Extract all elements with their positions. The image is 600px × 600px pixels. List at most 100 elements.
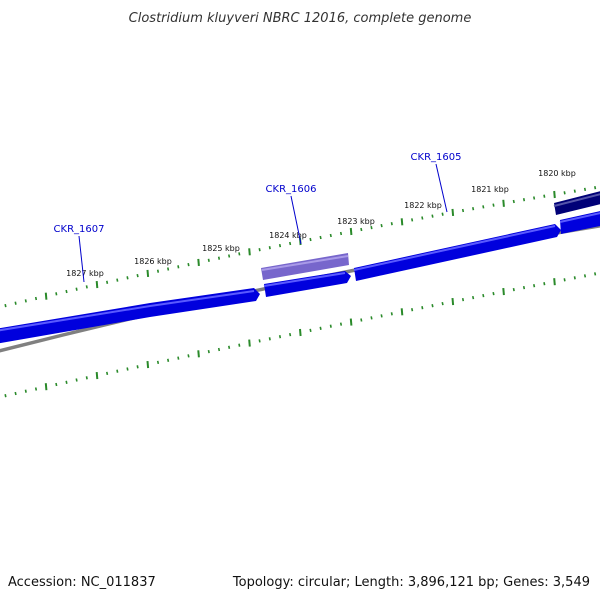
outer-tick: [563, 191, 566, 195]
outer-tick: [583, 187, 587, 192]
outer-tick: [65, 289, 68, 294]
inner-tick: [441, 301, 444, 306]
inner-tick: [299, 328, 302, 337]
tick-label-1822: 1822 kbp: [404, 201, 442, 210]
outer-tick: [85, 285, 88, 289]
inner-tick: [319, 326, 322, 330]
gene-forward-ckr1606-strand[interactable]: [264, 271, 351, 297]
outer-tick: [349, 227, 353, 236]
outer-tick: [126, 276, 129, 280]
outer-tick: [238, 252, 241, 256]
inner-tick: [329, 324, 332, 328]
inner-tick: [512, 287, 515, 292]
inner-tick: [85, 376, 88, 380]
outer-tick: [258, 248, 261, 252]
outer-tick: [543, 194, 546, 198]
gene-forward-right[interactable]: [560, 210, 600, 234]
inner-tick: [136, 365, 139, 369]
tick-label-1827: 1827 kbp: [66, 269, 104, 278]
outer-tick: [34, 296, 38, 301]
outer-tick: [24, 299, 27, 303]
outer-tick: [44, 292, 48, 300]
genome-summary-text: Topology: circular; Length: 3,896,121 bp…: [232, 575, 590, 590]
inner-tick: [167, 358, 170, 362]
inner-tick: [583, 274, 587, 278]
outer-tick: [228, 254, 231, 258]
outer-tick: [512, 199, 515, 204]
tick-labels: 1820 kbp 1821 kbp 1822 kbp 1823 kbp 1824 kbp…: [66, 169, 576, 278]
outer-tick: [207, 258, 210, 262]
inner-tick: [289, 332, 292, 337]
inner-tick: [65, 380, 68, 384]
inner-tick: [309, 328, 312, 333]
tick-label-1823: 1823 kbp: [337, 217, 375, 226]
inner-tick: [4, 394, 7, 398]
gene-forward-left[interactable]: [0, 288, 260, 344]
inner-tick: [482, 293, 485, 298]
outer-tick: [268, 246, 271, 250]
outer-tick: [360, 227, 363, 232]
tick-label-1825: 1825 kbp: [202, 244, 240, 253]
inner-tick: [360, 318, 363, 322]
gene-label-ckr1607[interactable]: CKR_1607: [54, 224, 105, 235]
outer-tick: [75, 287, 78, 291]
inner-tick: [217, 347, 221, 352]
inner-tick: [177, 356, 180, 360]
outer-tick: [177, 265, 180, 269]
inner-tick: [563, 278, 566, 282]
outer-tick: [451, 208, 455, 216]
outer-tick: [116, 278, 119, 282]
outer-tick: [482, 205, 485, 209]
gene-dark-right[interactable]: [554, 190, 600, 215]
inner-tick: [461, 297, 465, 302]
outer-tick: [319, 235, 322, 240]
tick-label-1821: 1821 kbp: [471, 185, 509, 194]
outer-tick: [441, 212, 444, 216]
outer-tick: [248, 248, 251, 256]
outer-tick: [136, 273, 139, 278]
outer-tick: [217, 256, 221, 260]
outer-tick: [390, 222, 393, 226]
outer-tick: [553, 190, 556, 199]
outer-tick: [14, 301, 17, 305]
inner-tick: [543, 282, 546, 286]
inner-tick: [472, 295, 475, 300]
inner-tick: [228, 345, 231, 349]
gene-label-ckr1605[interactable]: CKR_1605: [411, 152, 462, 163]
accession-text: Accession: NC_011837: [8, 575, 156, 590]
outer-tick: [197, 258, 200, 266]
inner-tick: [339, 322, 343, 326]
outer-tick: [522, 198, 526, 202]
outer-tick: [167, 267, 170, 271]
inner-tick: [55, 382, 58, 387]
outer-tick: [309, 237, 312, 242]
outer-tick: [4, 303, 7, 308]
outer-tick: [146, 269, 150, 277]
outer-tick: [156, 269, 160, 273]
inner-tick: [14, 391, 17, 396]
outer-tick: [472, 207, 475, 211]
outer-tick-ring: [4, 186, 597, 308]
inner-tick: [116, 369, 119, 373]
gene-features: [0, 190, 600, 344]
inner-tick: [431, 304, 434, 308]
outer-tick: [400, 218, 404, 226]
outer-tick: [370, 225, 373, 230]
inner-tick: [207, 349, 210, 354]
inner-tick: [197, 350, 200, 358]
inner-tick: [258, 339, 261, 343]
outer-tick: [421, 216, 424, 220]
outer-tick: [411, 218, 414, 222]
inner-tick: [95, 372, 99, 380]
inner-tick: [187, 354, 190, 358]
tick-label-1824: 1824 kbp: [269, 231, 307, 240]
gene-forward-ckr1605[interactable]: [354, 224, 561, 281]
inner-tick: [268, 337, 271, 341]
inner-tick: [533, 284, 536, 288]
inner-tick: [126, 367, 129, 371]
inner-tick: [594, 272, 597, 276]
gene-label-ckr1606[interactable]: CKR_1606: [266, 184, 317, 195]
inner-tick: [370, 316, 373, 320]
inner-tick: [248, 339, 251, 347]
